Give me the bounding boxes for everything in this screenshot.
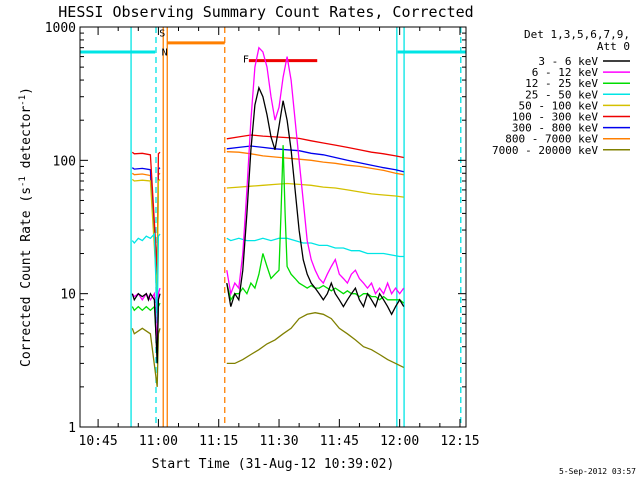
y-axis-label-mid: detector <box>19 106 34 177</box>
y-axis-label-sup1: -1 <box>18 176 28 187</box>
legend-label-5: 100 - 300 keV <box>512 111 598 124</box>
chart-title: HESSI Observing Summary Count Rates, Cor… <box>58 3 473 21</box>
series-line-2-part-1 <box>226 145 405 304</box>
legend-header-detectors: Det 1,3,5,6,7,9, <box>524 28 630 41</box>
plot-frame <box>79 26 467 428</box>
x-axis-label: Start Time (31-Aug-12 10:39:02) <box>152 457 395 472</box>
series-line-4-part-1 <box>226 182 404 198</box>
legend-header-attenuator: Att 0 <box>597 40 630 53</box>
x-tick-label-0: 10:45 <box>79 434 118 449</box>
legend-label-6: 300 - 800 keV <box>512 122 598 135</box>
x-tick-label-4: 11:45 <box>320 434 359 449</box>
axis-ticks: 10:45 11:00 11:15 11:30 11:45 12:00 12:15 1 10 10… <box>45 21 480 449</box>
series-line-6-part-1 <box>226 145 404 173</box>
y-axis-label-end: ) <box>19 87 34 95</box>
legend-label-1: 6 - 12 keV <box>532 66 599 79</box>
annotation-n: N <box>162 48 168 59</box>
y-tick-label-2: 100 <box>53 154 76 169</box>
y-tick-label-0: 1 <box>68 421 76 436</box>
x-tick-label-6: 12:15 <box>440 434 479 449</box>
series-line-4-part-0 <box>131 178 161 294</box>
legend-label-4: 50 - 100 keV <box>519 99 599 112</box>
legend-label-2: 12 - 25 keV <box>525 77 598 90</box>
x-tick-label-3: 11:30 <box>259 434 298 449</box>
y-tick-label-3: 1000 <box>45 21 76 36</box>
series-line-7-part-1 <box>226 151 404 176</box>
x-tick-label-1: 11:00 <box>139 434 178 449</box>
y-tick-label-1: 10 <box>60 288 76 303</box>
plot-area: SN F <box>80 27 466 427</box>
x-tick-label-2: 11:15 <box>199 434 238 449</box>
series-line-3-part-1 <box>226 237 404 258</box>
series-line-0-part-0 <box>131 292 161 364</box>
generated-timestamp: 5-Sep-2012 03:57 <box>559 467 636 476</box>
annotation-s: S <box>159 28 165 39</box>
x-tick-label-5: 12:00 <box>380 434 419 449</box>
series-line-5-part-1 <box>226 134 404 159</box>
legend-label-8: 7000 - 20000 keV <box>492 144 598 157</box>
series-line-8-part-1 <box>226 312 404 368</box>
series-line-5-part-0 <box>131 151 161 271</box>
annotation-f: F <box>243 55 249 66</box>
y-axis-label-sup2: -1 <box>18 95 28 106</box>
y-axis-label-main: Corrected Count Rate (s <box>19 187 34 367</box>
legend-label-7: 800 - 7000 keV <box>505 133 598 146</box>
series-line-1-part-1 <box>226 46 405 297</box>
y-axis-label: Corrected Count Rate (s-1 detector-1) <box>18 87 34 367</box>
legend-label-3: 25 - 50 keV <box>525 88 598 101</box>
legend-label-0: 3 - 6 keV <box>538 55 598 68</box>
series-line-0-part-1 <box>226 85 405 316</box>
series-line-3-part-0 <box>131 232 161 324</box>
